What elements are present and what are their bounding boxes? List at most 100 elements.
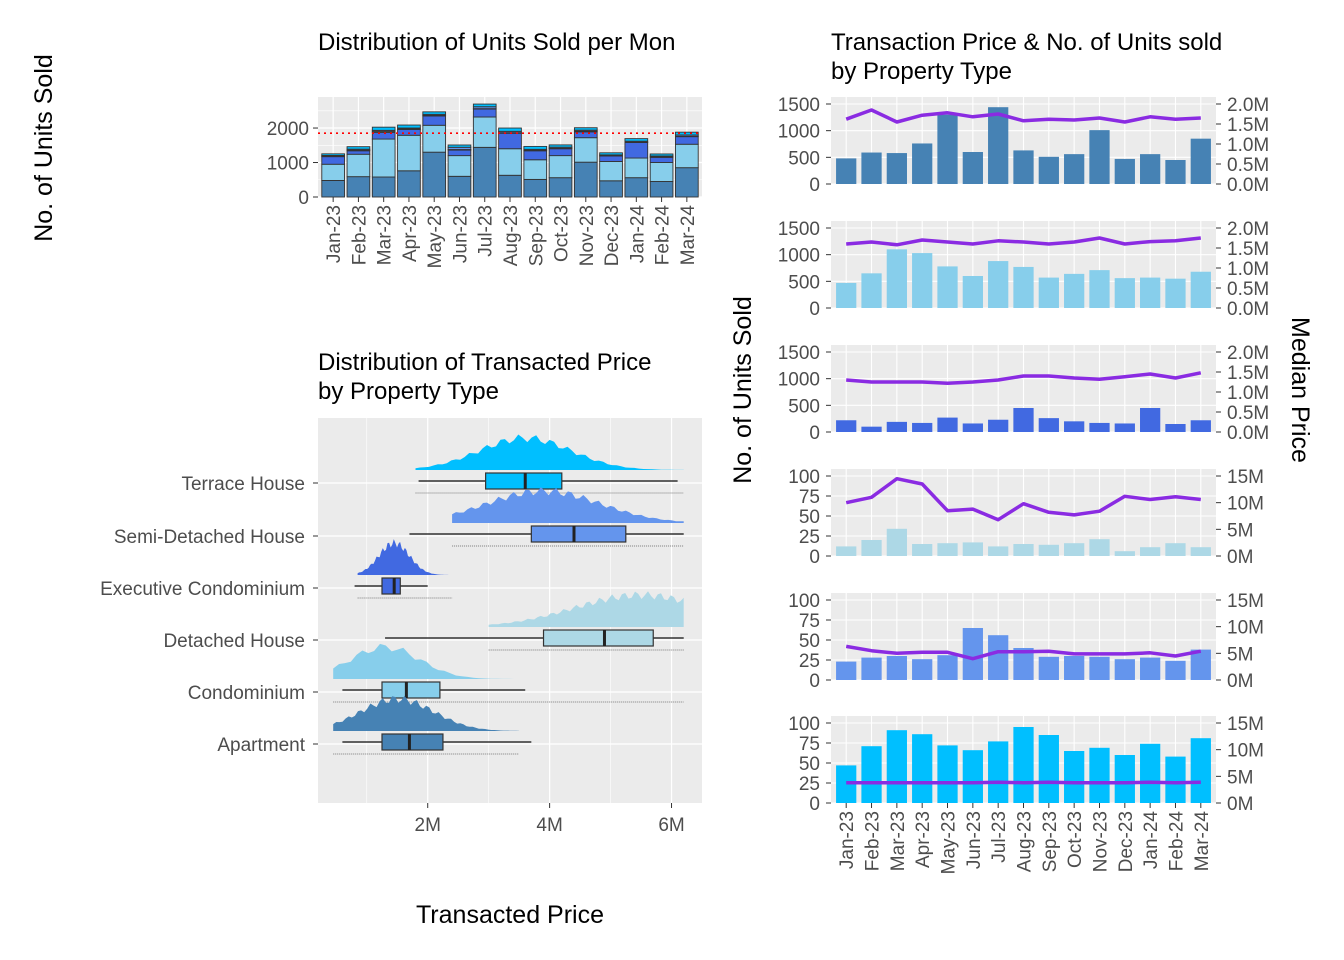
bar-apartment [523, 178, 548, 198]
y2-tick-label: 1.0M [1227, 135, 1269, 156]
units-bar [886, 153, 907, 184]
bar-condominium [321, 163, 345, 181]
y-tick-label: 1500 [778, 95, 820, 116]
bar-executive-condominium [346, 150, 371, 155]
bar-apartment [422, 151, 447, 198]
density-executive-condominium [357, 539, 453, 575]
units-bar [1013, 266, 1034, 308]
units-bar [1114, 423, 1135, 432]
bar-terrace-house [346, 146, 371, 150]
units-bar [886, 528, 907, 556]
x-tick-label: Oct-23 [552, 205, 573, 262]
bar-condominium [371, 138, 396, 178]
units-bar [1089, 130, 1110, 184]
units-bar [861, 657, 882, 680]
units-bar [836, 158, 857, 184]
y2-tick-label: 0M [1227, 547, 1253, 568]
units-bar [836, 765, 857, 803]
units-bar [1165, 160, 1186, 184]
x-tick-label: Nov-23 [1090, 811, 1111, 872]
bar-terrace-house [573, 127, 598, 131]
units-bar [1038, 156, 1059, 184]
units-bar [1038, 277, 1059, 308]
units-bar [886, 730, 907, 803]
y-tick-label: 100 [788, 467, 820, 488]
y-tick-label: 1000 [778, 122, 820, 143]
units-bar [886, 421, 907, 432]
y2-tick-label: 0M [1227, 794, 1253, 815]
y2-tick-label: 15M [1227, 591, 1264, 612]
units-bar [988, 261, 1009, 308]
bar-apartment [573, 161, 598, 198]
units-bar [1013, 648, 1034, 680]
units-bar [962, 152, 983, 184]
boxplot-chart: Distribution of Transacted Price by Prop… [100, 349, 702, 836]
bar-executive-condominium [548, 148, 573, 157]
y2-tick-label: 5M [1227, 644, 1253, 665]
bar-condominium [498, 148, 522, 176]
units-bar [988, 546, 1009, 556]
units-bar [861, 152, 882, 184]
units-bar [861, 540, 882, 556]
units-bar [836, 282, 857, 308]
x-tick-label: Mar-23 [888, 811, 909, 871]
units-bar [1140, 277, 1161, 308]
units-bar [1140, 408, 1161, 432]
y-tick-label: 500 [788, 148, 820, 169]
units-bar [1140, 154, 1161, 184]
y-tick-label: 25 [799, 651, 820, 672]
units-bar [1038, 418, 1059, 432]
x-tick-label: Feb-24 [653, 205, 674, 266]
y2-tick-label: 2.0M [1227, 343, 1269, 364]
y-tick-label: 25 [799, 774, 820, 795]
density-terrace-house [415, 434, 684, 470]
y2-tick-label: 10M [1227, 494, 1264, 515]
units-bar [1089, 422, 1110, 432]
units-bar [1165, 756, 1186, 803]
units-bar [1089, 747, 1110, 803]
units-bar [1089, 539, 1110, 556]
y-tick-label: 100 [788, 714, 820, 735]
bar-condominium [649, 162, 674, 182]
units-bar [988, 635, 1009, 680]
y2-tick-label: 0M [1227, 671, 1253, 692]
y2-tick-label: 1.5M [1227, 363, 1269, 384]
y-tick-label: 0 [809, 671, 820, 692]
bar-executive-condominium [498, 132, 522, 150]
units-bar [1190, 271, 1211, 308]
units-bar [1013, 544, 1034, 556]
units-bar [937, 417, 958, 432]
bar-executive-condominium [523, 150, 548, 161]
y-tick-label: 0 [809, 547, 820, 568]
units-bar [836, 661, 857, 680]
box-terrace-house [485, 472, 563, 490]
bar-executive-condominium [472, 108, 497, 118]
x-tick-label: Feb-24 [1166, 811, 1187, 872]
bar-terrace-house [371, 126, 396, 131]
bar-terrace-house [397, 124, 421, 129]
bar-terrace-house [675, 131, 699, 136]
y-tick-label: 50 [799, 754, 820, 775]
units-bar [1190, 738, 1211, 803]
bar-apartment [498, 174, 522, 198]
bar-apartment [447, 175, 472, 198]
units-bar [912, 544, 933, 556]
x-tick-label: Aug-23 [501, 205, 522, 266]
units-bar [1089, 656, 1110, 680]
units-bar [861, 746, 882, 803]
bar-condominium [675, 143, 699, 169]
y2-tick-label: 2.0M [1227, 95, 1269, 116]
units-bar [962, 628, 983, 680]
units-bar [962, 276, 983, 308]
x-tick-label: Oct-23 [1065, 811, 1086, 868]
bar-apartment [548, 177, 573, 198]
x-tick-label: May-23 [939, 811, 960, 874]
y-tick-label: 0 [809, 794, 820, 815]
panels-title-line-1: Transaction Price & No. of Units sold [831, 29, 1222, 56]
median-price-line [846, 371, 1202, 385]
x-tick-label: 4M [536, 815, 562, 836]
x-tick-label: Apr-23 [400, 205, 421, 262]
y2-tick-label: 0.5M [1227, 403, 1269, 424]
bar-apartment [397, 170, 421, 198]
